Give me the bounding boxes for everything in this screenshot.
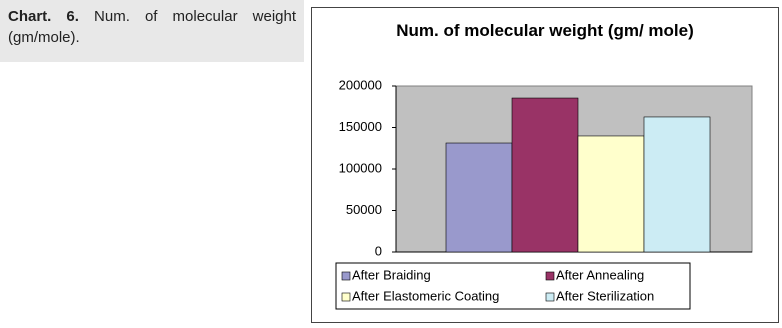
chart-title: Num. of molecular weight (gm/ mole) [396, 21, 694, 40]
legend-swatch [545, 271, 555, 281]
legend-label: After Braiding [352, 267, 431, 282]
y-tick-label: 0 [375, 243, 382, 258]
y-tick-label: 150000 [339, 119, 382, 134]
caption: Chart. 6. Num. of molecular weight (gm/m… [0, 0, 304, 62]
legend-swatch [341, 292, 351, 302]
legend-label: After Sterilization [556, 288, 654, 303]
legend-box [335, 262, 691, 310]
bar [511, 97, 579, 253]
y-tick-label: 200000 [339, 77, 382, 92]
legend-swatch [545, 292, 555, 302]
legend-label: After Annealing [556, 267, 644, 282]
caption-label: Chart. 6. [8, 8, 79, 25]
caption-text: Num. of molecular weight (gm/mole). [8, 8, 297, 46]
legend-label: After Elastomeric Coating [352, 288, 499, 303]
bar [577, 135, 645, 253]
bar [445, 142, 513, 253]
y-tick-label: 100000 [339, 160, 382, 175]
bar [643, 116, 711, 253]
y-tick-label: 50000 [346, 202, 382, 217]
legend-swatch [341, 271, 351, 281]
chart-frame [311, 7, 779, 323]
